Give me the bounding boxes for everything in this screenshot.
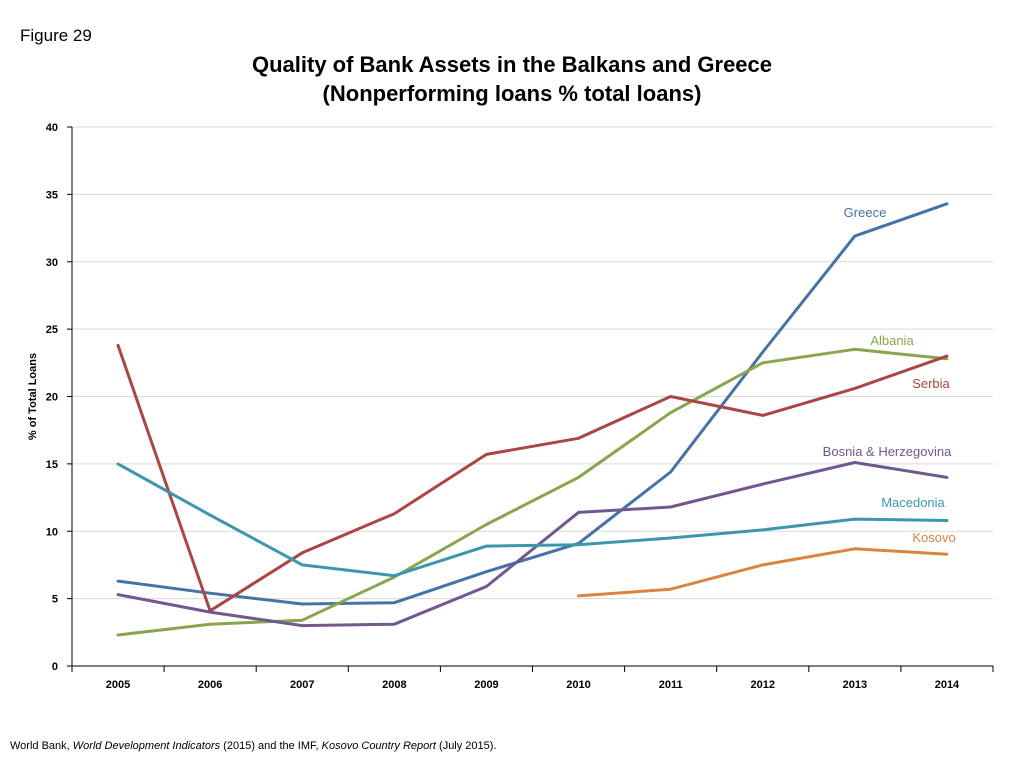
x-tick-label: 2011 bbox=[659, 679, 683, 691]
series-line-kosovo bbox=[577, 547, 949, 598]
source-suffix: (July 2015). bbox=[435, 740, 497, 752]
series-line-albania bbox=[116, 347, 949, 637]
y-tick-label: 20 bbox=[46, 392, 58, 404]
y-tick-label: 10 bbox=[46, 526, 58, 538]
series-label-kosovo: Kosovo bbox=[912, 530, 955, 545]
source-note: World Bank, World Development Indicators… bbox=[10, 740, 497, 752]
chart-subtitle: (Nonperforming loans % total loans) bbox=[322, 81, 702, 106]
x-tick-label: 2012 bbox=[751, 679, 775, 691]
chart-title-block: Quality of Bank Assets in the Balkans an… bbox=[0, 50, 1024, 108]
series-line-macedonia bbox=[116, 462, 949, 578]
y-tick-label: 35 bbox=[46, 189, 58, 201]
series-line-bosnia-herzegovina bbox=[116, 461, 949, 628]
source-work-1: World Development Indicators bbox=[72, 740, 221, 752]
y-tick-label: 15 bbox=[46, 459, 58, 471]
x-tick-label: 2014 bbox=[935, 679, 960, 691]
source-work-2: Kosovo Country Report bbox=[321, 740, 436, 752]
series-line-serbia bbox=[116, 343, 949, 613]
figure-label: Figure 29 bbox=[20, 26, 92, 45]
y-tick-label: 40 bbox=[46, 122, 58, 134]
series-label-albania: Albania bbox=[870, 333, 914, 348]
x-tick-label: 2005 bbox=[106, 679, 130, 691]
series-label-serbia: Serbia bbox=[912, 376, 950, 391]
y-tick-label: 30 bbox=[46, 257, 58, 269]
series-label-bosnia-herzegovina: Bosnia & Herzegovina bbox=[823, 444, 952, 459]
source-prefix: World Bank, bbox=[10, 740, 73, 752]
x-tick-label: 2008 bbox=[382, 679, 406, 691]
y-tick-label: 5 bbox=[52, 594, 58, 606]
x-tick-label: 2010 bbox=[566, 679, 590, 691]
x-tick-label: 2007 bbox=[290, 679, 314, 691]
x-tick-label: 2009 bbox=[474, 679, 498, 691]
x-tick-label: 2013 bbox=[843, 679, 867, 691]
chart-title: Quality of Bank Assets in the Balkans an… bbox=[251, 52, 773, 77]
series-label-macedonia: Macedonia bbox=[881, 495, 945, 510]
y-tick-label: 25 bbox=[46, 324, 58, 336]
source-middle: (2015) and the IMF, bbox=[220, 740, 322, 752]
series-line-greece bbox=[116, 202, 949, 606]
y-tick-label: 0 bbox=[52, 661, 58, 673]
series-label-greece: Greece bbox=[844, 205, 887, 220]
y-axis-label: % of Total Loans bbox=[27, 353, 39, 440]
x-tick-label: 2006 bbox=[198, 679, 222, 691]
